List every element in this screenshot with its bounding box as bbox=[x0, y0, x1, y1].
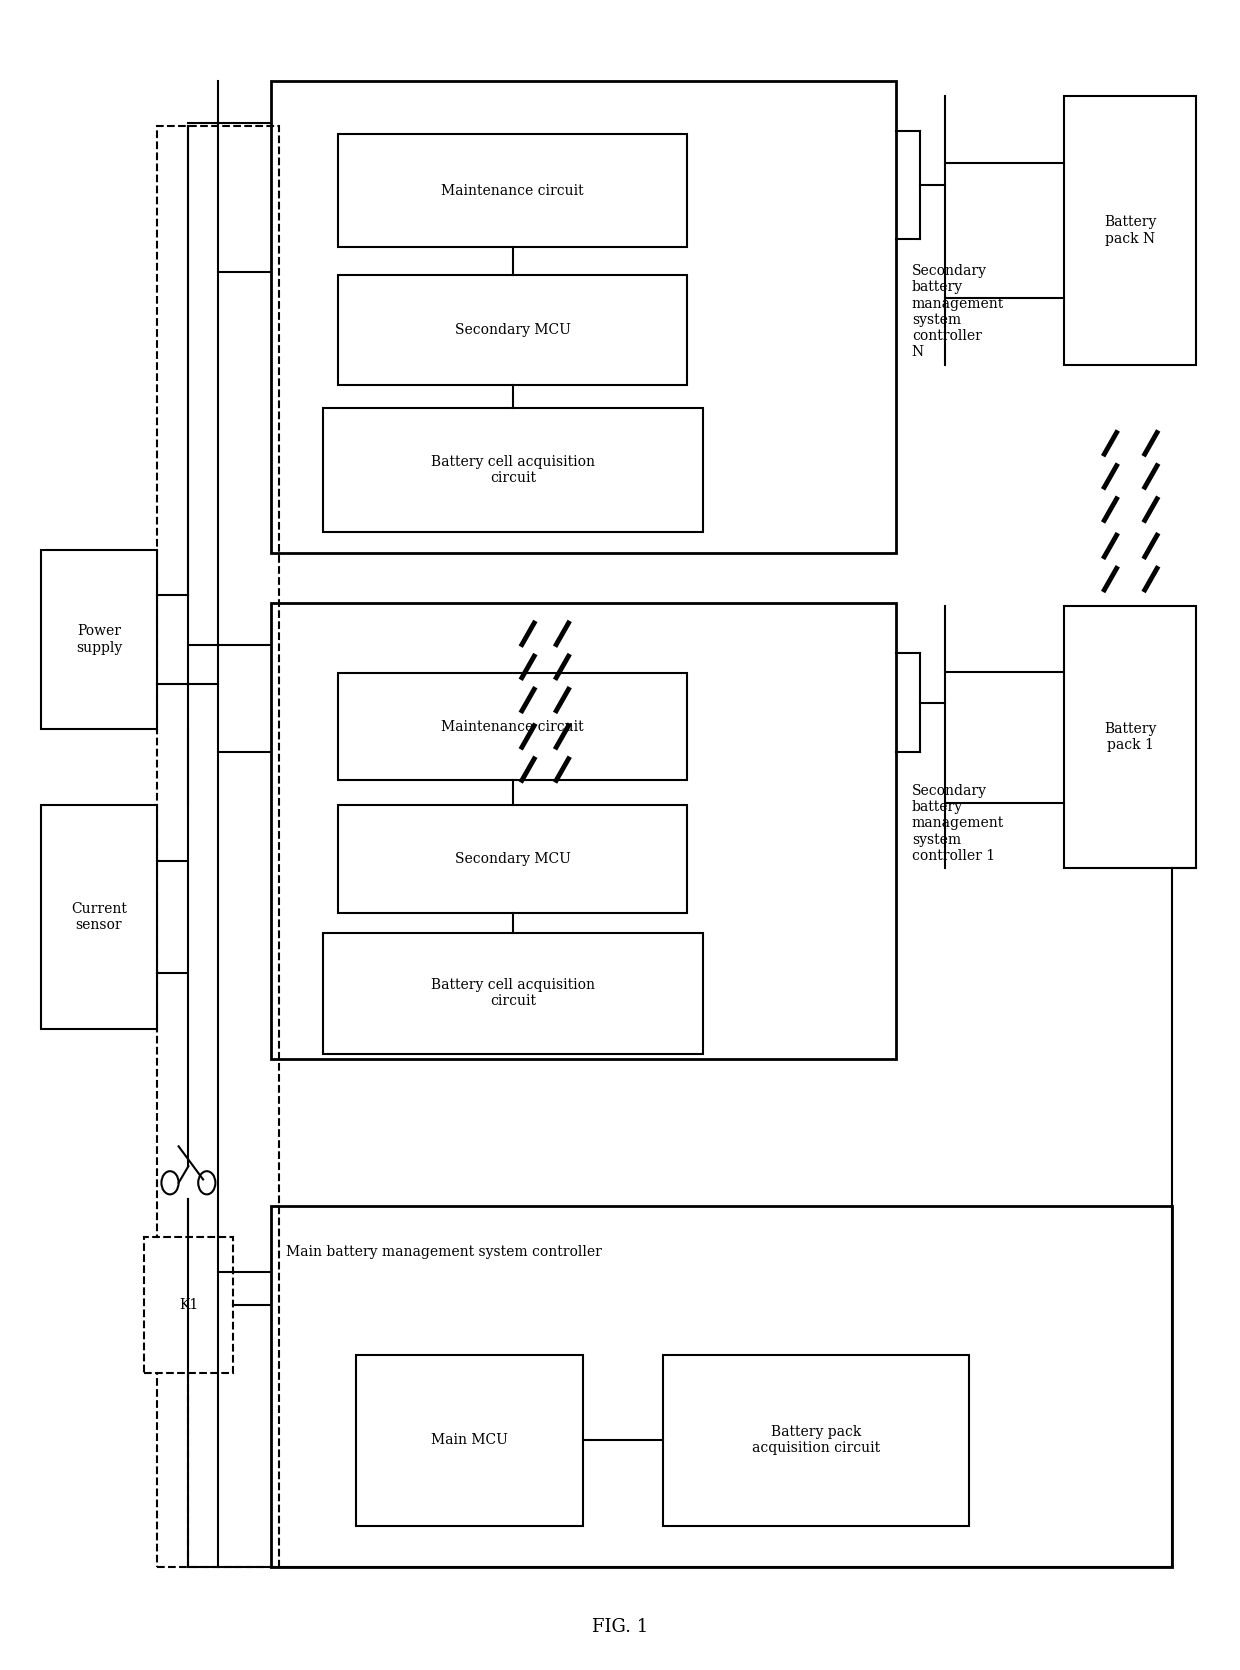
Text: K1: K1 bbox=[179, 1298, 198, 1313]
Text: Main MCU: Main MCU bbox=[432, 1433, 508, 1448]
Text: Battery pack
acquisition circuit: Battery pack acquisition circuit bbox=[753, 1425, 880, 1456]
Text: Secondary MCU: Secondary MCU bbox=[455, 852, 570, 867]
Bar bbox=[356, 1354, 583, 1526]
Bar bbox=[663, 1354, 970, 1526]
Text: Secondary MCU: Secondary MCU bbox=[455, 322, 570, 337]
Bar bbox=[156, 127, 279, 1566]
Text: Main battery management system controller: Main battery management system controlle… bbox=[286, 1246, 603, 1259]
Bar bbox=[1064, 606, 1197, 868]
Text: FIG. 1: FIG. 1 bbox=[591, 1618, 649, 1635]
Bar bbox=[270, 82, 895, 553]
Bar bbox=[270, 603, 895, 1059]
Text: Secondary
battery
management
system
controller 1: Secondary battery management system cont… bbox=[911, 783, 1004, 863]
Bar bbox=[324, 934, 703, 1054]
Text: Battery
pack N: Battery pack N bbox=[1104, 215, 1156, 245]
Bar bbox=[339, 805, 687, 913]
Bar bbox=[339, 673, 687, 780]
Bar bbox=[1064, 97, 1197, 364]
Bar bbox=[324, 407, 703, 533]
Text: Maintenance circuit: Maintenance circuit bbox=[441, 720, 584, 733]
Text: Maintenance circuit: Maintenance circuit bbox=[441, 184, 584, 197]
Bar bbox=[41, 805, 156, 1029]
Bar bbox=[339, 276, 687, 384]
Text: Battery
pack 1: Battery pack 1 bbox=[1104, 721, 1156, 753]
Bar bbox=[270, 1206, 1172, 1566]
Text: Secondary
battery
management
system
controller
N: Secondary battery management system cont… bbox=[911, 264, 1004, 359]
Text: Battery cell acquisition
circuit: Battery cell acquisition circuit bbox=[432, 979, 595, 1009]
Text: Battery cell acquisition
circuit: Battery cell acquisition circuit bbox=[432, 454, 595, 484]
Text: Current
sensor: Current sensor bbox=[71, 902, 126, 932]
Bar bbox=[41, 549, 156, 730]
Bar bbox=[339, 135, 687, 247]
Text: Power
supply: Power supply bbox=[76, 625, 122, 655]
Bar bbox=[144, 1237, 233, 1373]
